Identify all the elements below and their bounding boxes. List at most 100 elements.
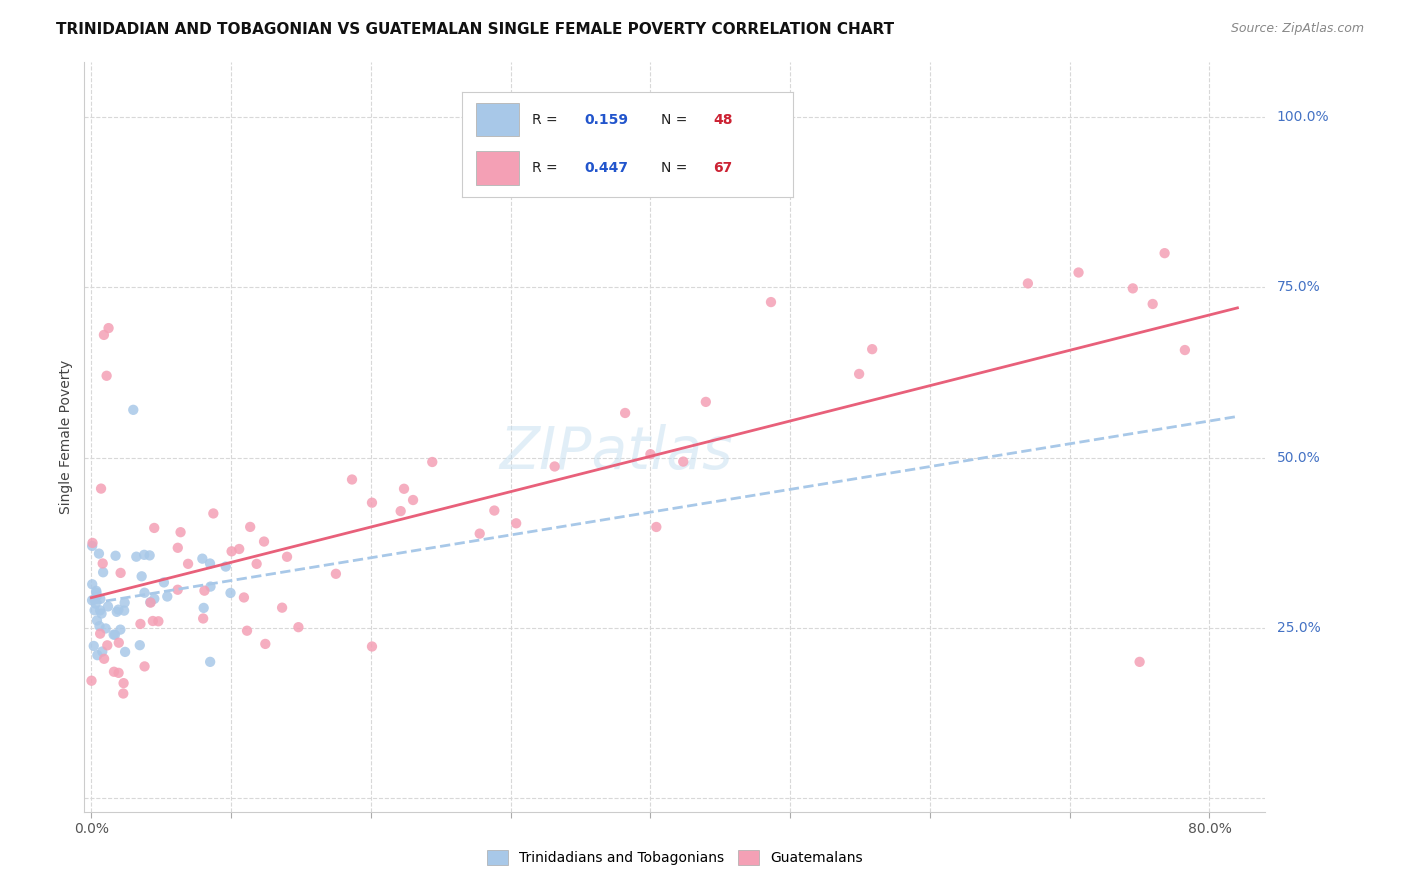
Point (83, 592, 105, 607)
Point (107, 636, 129, 650)
Point (91, 566, 114, 580)
Point (191, 551, 214, 566)
Text: ZIPatlas: ZIPatlas (499, 424, 733, 481)
Point (97, 599, 120, 614)
Point (112, 686, 135, 700)
Point (112, 604, 135, 618)
Point (103, 627, 125, 641)
Point (177, 557, 200, 571)
Point (91, 644, 114, 658)
Point (93, 652, 115, 666)
Point (389, 504, 412, 518)
Point (86, 648, 108, 663)
Point (122, 402, 145, 417)
Point (191, 611, 214, 625)
Point (134, 586, 156, 600)
Point (97, 321, 120, 335)
Point (202, 507, 225, 521)
Point (1017, 277, 1039, 291)
Point (110, 566, 132, 580)
Point (239, 520, 262, 534)
Point (402, 493, 425, 508)
Point (361, 640, 384, 654)
Point (84, 583, 107, 598)
Point (125, 549, 148, 564)
Point (143, 591, 166, 606)
Point (86, 614, 108, 628)
Point (156, 590, 179, 604)
Point (420, 455, 443, 469)
Text: 75.0%: 75.0% (1277, 280, 1320, 294)
Legend: Trinidadians and Tobagonians, Guatemalans: Trinidadians and Tobagonians, Guatemalan… (481, 844, 869, 872)
Point (107, 665, 129, 680)
Point (82, 539, 104, 553)
Point (90, 607, 112, 621)
Point (153, 575, 176, 590)
Point (94, 622, 117, 636)
Point (138, 549, 160, 563)
Point (1122, 281, 1144, 295)
Point (87, 547, 110, 561)
Point (131, 569, 153, 583)
Text: TRINIDADIAN AND TOBAGONIAN VS GUATEMALAN SINGLE FEMALE POVERTY CORRELATION CHART: TRINIDADIAN AND TOBAGONIAN VS GUATEMALAN… (56, 22, 894, 37)
Text: 50.0%: 50.0% (1277, 450, 1320, 465)
Point (759, 295, 782, 310)
Point (672, 454, 695, 468)
Point (848, 367, 870, 381)
Point (1129, 655, 1152, 669)
Point (139, 596, 162, 610)
Point (80, 593, 103, 607)
Point (114, 645, 136, 659)
Point (107, 602, 129, 616)
Point (645, 520, 668, 534)
Point (221, 544, 243, 558)
Point (1067, 266, 1090, 280)
Point (84, 597, 107, 611)
Point (198, 655, 221, 669)
Point (169, 525, 191, 540)
Point (83, 603, 105, 617)
Point (166, 541, 188, 555)
Point (103, 665, 125, 679)
Point (254, 637, 277, 651)
Point (128, 638, 150, 652)
Point (232, 591, 254, 605)
Point (543, 459, 565, 474)
Point (82, 577, 104, 591)
Point (325, 566, 347, 581)
Point (200, 580, 222, 594)
Point (484, 503, 506, 517)
Text: 100.0%: 100.0% (1277, 110, 1329, 124)
Point (139, 595, 162, 609)
Point (246, 557, 269, 571)
Point (129, 616, 152, 631)
Point (505, 516, 527, 531)
Point (90, 482, 112, 496)
Point (340, 473, 363, 487)
Point (142, 614, 165, 628)
Point (148, 615, 170, 629)
Point (134, 659, 156, 673)
Point (143, 521, 166, 535)
Point (89, 626, 111, 640)
Point (614, 406, 637, 420)
Point (1174, 343, 1197, 357)
Point (86, 589, 108, 603)
Point (104, 549, 127, 563)
Point (89, 619, 111, 633)
Point (86, 585, 108, 599)
Point (166, 582, 188, 597)
Point (1142, 297, 1164, 311)
Point (198, 557, 221, 571)
Point (80, 673, 103, 688)
Point (112, 676, 135, 690)
Point (134, 548, 156, 562)
Point (82, 536, 104, 550)
Y-axis label: Single Female Poverty: Single Female Poverty (59, 360, 73, 514)
Point (93, 327, 115, 342)
Text: 25.0%: 25.0% (1277, 621, 1320, 635)
Point (89, 603, 111, 617)
Point (83, 639, 105, 653)
Point (89, 591, 111, 606)
Point (271, 600, 294, 615)
